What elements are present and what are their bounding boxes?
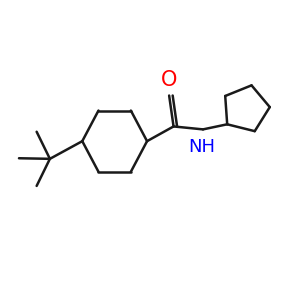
Text: NH: NH bbox=[188, 138, 215, 156]
Text: O: O bbox=[161, 70, 177, 90]
